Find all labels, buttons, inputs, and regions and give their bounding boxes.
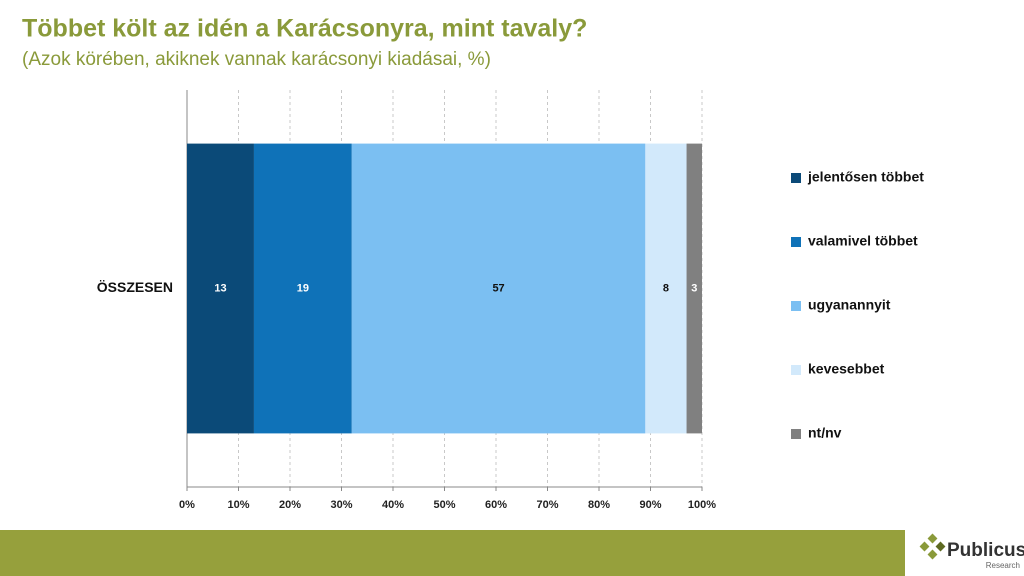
- legend-swatch: [791, 365, 801, 375]
- x-tick-label: 50%: [433, 499, 455, 511]
- x-tick-label: 10%: [227, 499, 249, 511]
- chart-subtitle: (Azok körében, akiknek vannak karácsonyi…: [22, 49, 491, 70]
- bar-segment: [645, 143, 687, 434]
- logo-tagline: Research: [986, 561, 1020, 570]
- x-tick-label: 70%: [536, 499, 558, 511]
- x-tick-label: 100%: [688, 499, 716, 511]
- x-tick-label: 60%: [485, 499, 507, 511]
- data-label: 3: [691, 282, 697, 294]
- legend-label: ugyanannyit: [808, 297, 891, 313]
- x-tick-label: 90%: [639, 499, 661, 511]
- legend-swatch: [791, 237, 801, 247]
- x-tick-label: 30%: [330, 499, 352, 511]
- data-label: 19: [297, 282, 309, 294]
- bar-segment: [686, 143, 702, 434]
- x-tick-label: 40%: [382, 499, 404, 511]
- legend-swatch: [791, 429, 801, 439]
- legend-label: jelentősen többet: [807, 169, 924, 185]
- data-label: 8: [663, 282, 669, 294]
- legend-label: kevesebbet: [808, 361, 885, 377]
- legend-label: valamivel többet: [808, 233, 918, 249]
- data-label: 57: [492, 282, 504, 294]
- legend-swatch: [791, 173, 801, 183]
- bar-segment: [253, 143, 352, 434]
- legend-swatch: [791, 301, 801, 311]
- y-tick-label: ÖSSZESEN: [97, 279, 173, 295]
- x-tick-label: 0%: [179, 499, 195, 511]
- legend-label: nt/nv: [808, 425, 842, 441]
- chart-title: Többet költ az idén a Karácsonyra, mint …: [22, 15, 587, 43]
- logo-icon: [919, 533, 946, 560]
- x-tick-label: 20%: [279, 499, 301, 511]
- bar-segment: [187, 143, 254, 434]
- footer-band: [0, 530, 905, 576]
- x-tick-label: 80%: [588, 499, 610, 511]
- data-label: 13: [214, 282, 226, 294]
- bar-segment: [351, 143, 646, 434]
- logo-name: Publicus: [947, 540, 1024, 561]
